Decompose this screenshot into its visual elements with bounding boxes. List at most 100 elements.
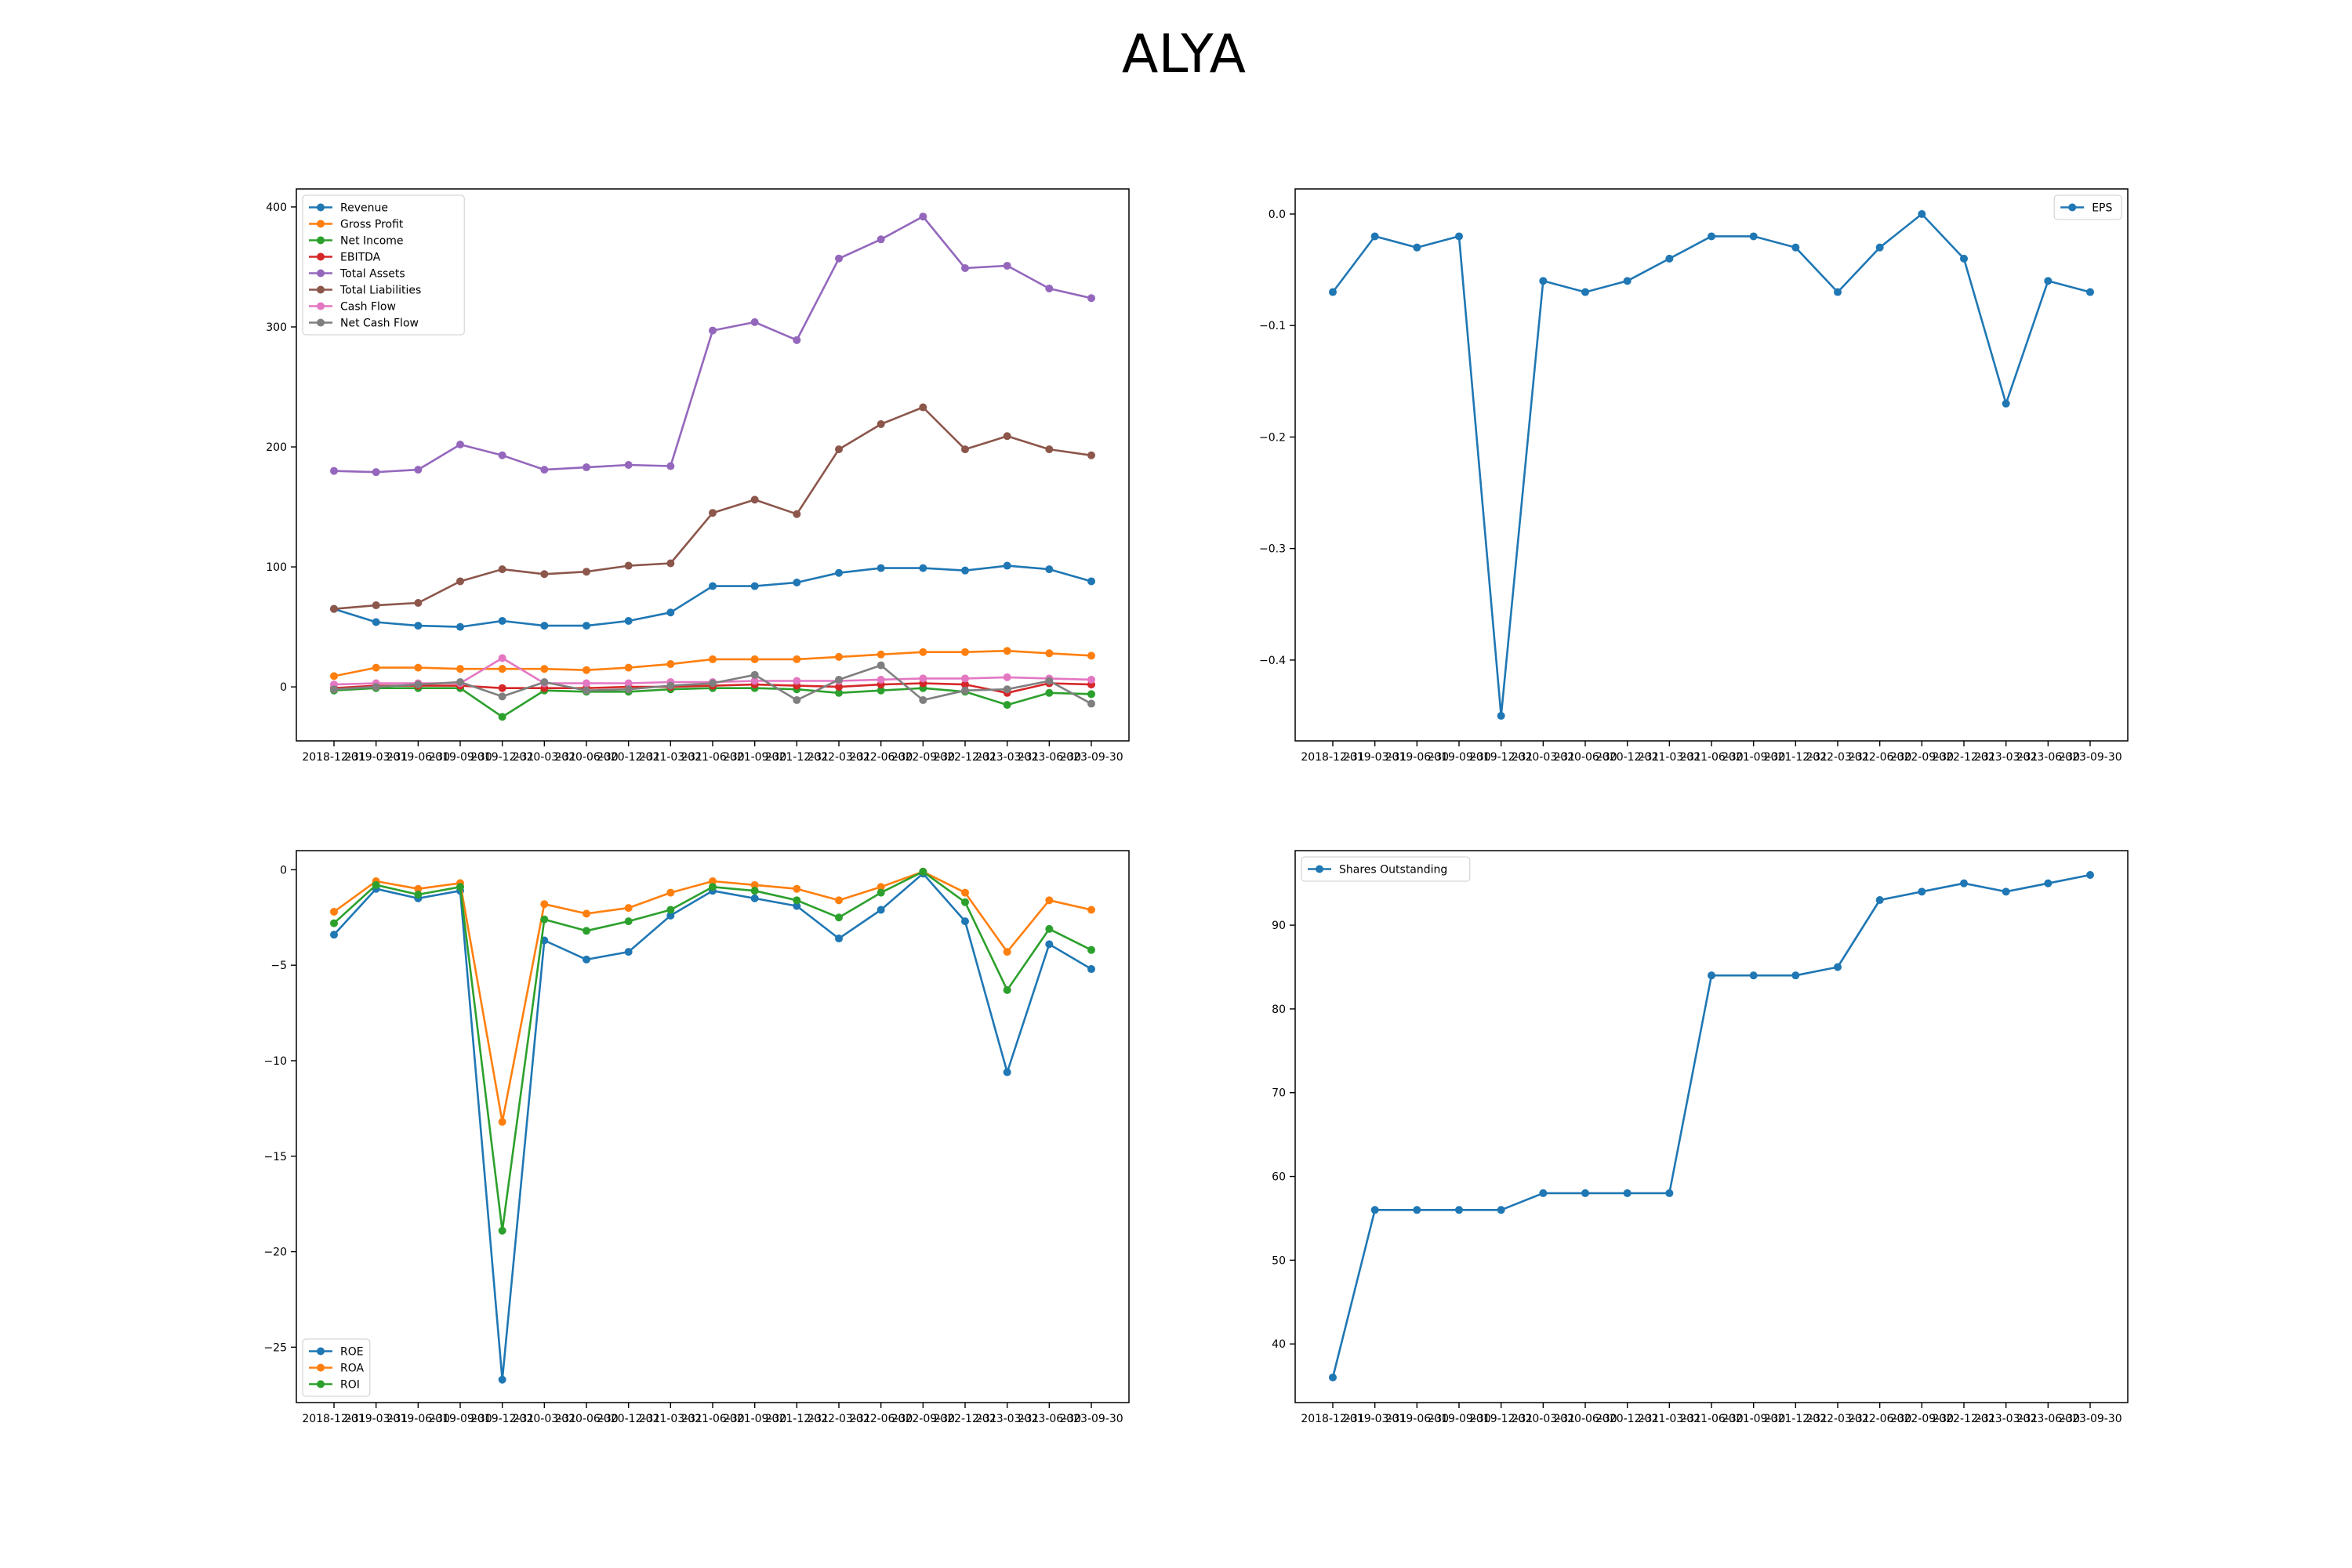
data-point [1329, 288, 1337, 296]
data-point [1087, 675, 1095, 684]
axes-frame [296, 850, 1130, 1403]
y-tick-label: 70 [1272, 1087, 1286, 1100]
data-point [961, 681, 969, 689]
data-point [414, 622, 423, 630]
legend-marker [317, 285, 325, 294]
data-point [1834, 288, 1842, 296]
x-tick-label: 2020-06-30 [554, 751, 618, 764]
data-point [372, 880, 380, 889]
data-point [498, 665, 506, 673]
data-point [1455, 1206, 1463, 1214]
data-point [330, 919, 338, 927]
y-tick-label: 80 [1272, 1004, 1286, 1016]
data-point [877, 661, 885, 670]
data-point [709, 883, 717, 891]
data-point [666, 608, 675, 617]
panel-shares: 40 50 60 70 80 90 2018-12-312019-03-312019-06-… [1272, 850, 2129, 1425]
legend-box [1301, 856, 1471, 882]
data-point [1087, 577, 1095, 586]
data-point [1455, 232, 1463, 241]
data-point [877, 675, 885, 684]
data-point [1045, 677, 1054, 685]
x-tick-label: 2022-12-31 [1932, 1413, 1995, 1425]
data-point [919, 695, 927, 704]
data-point [414, 599, 423, 607]
data-point [961, 445, 969, 454]
data-point [583, 666, 590, 674]
data-point [456, 440, 464, 448]
data-point [583, 622, 590, 630]
data-point [372, 601, 380, 610]
data-point [540, 466, 549, 474]
data-point [624, 904, 633, 913]
data-point [961, 648, 969, 656]
data-point [540, 900, 549, 909]
data-point [750, 655, 759, 663]
data-point [835, 935, 843, 943]
data-point [1045, 688, 1054, 697]
data-point [835, 896, 843, 905]
x-tick-label: 2022-06-30 [1848, 751, 1911, 764]
figure-title: ALYA [1122, 24, 1246, 85]
x-tick-label: 2020-12-31 [597, 1413, 660, 1425]
data-point [877, 888, 885, 897]
data-point [709, 582, 717, 590]
data-point [1003, 701, 1011, 710]
data-point [919, 648, 927, 656]
x-tick-label: 2023-03-31 [975, 751, 1039, 764]
x-tick-label: 2018-12-31 [1301, 751, 1364, 764]
x-tick-label: 2022-03-31 [807, 1413, 870, 1425]
data-point [835, 675, 843, 684]
x-tick-label: 2020-12-31 [1595, 751, 1659, 764]
series-gross-profit [330, 647, 1095, 681]
y-tick-label: 0.0 [1269, 209, 1286, 221]
data-point [498, 616, 506, 625]
legend-marker [317, 269, 325, 278]
data-point [750, 495, 759, 504]
data-point [372, 618, 380, 626]
data-point [1708, 232, 1715, 241]
legend-marker [317, 236, 325, 245]
y-tick-label: −25 [263, 1341, 287, 1354]
data-point [498, 713, 506, 721]
legend-label: Total Liabilities [339, 285, 421, 297]
data-point [540, 622, 549, 630]
data-point [414, 884, 423, 893]
data-point [624, 679, 633, 688]
data-point [793, 902, 801, 910]
x-tick-label: 2019-12-31 [470, 1413, 534, 1425]
x-tick-label: 2019-03-31 [344, 1413, 408, 1425]
x-tick-label: 2021-03-31 [1638, 751, 1701, 764]
data-point [583, 909, 590, 918]
data-point [961, 898, 969, 906]
x-tick-label: 2022-09-30 [891, 1413, 955, 1425]
data-point [540, 570, 549, 579]
x-tick-label: 2022-03-31 [807, 751, 870, 764]
data-point [2086, 288, 2094, 296]
x-tick-label: 2023-03-31 [1974, 751, 2038, 764]
x-tick-label: 2019-03-31 [1343, 751, 1406, 764]
data-point [2086, 870, 2094, 879]
x-tick-label: 2022-06-30 [849, 1413, 913, 1425]
data-point [1003, 261, 1011, 270]
data-point [1539, 1189, 1548, 1197]
data-point [372, 663, 380, 672]
data-point [624, 685, 633, 694]
data-point [709, 509, 717, 517]
data-point [456, 622, 464, 631]
x-tick-label: 2023-09-30 [1059, 1413, 1123, 1425]
x-tick-label: 2018-12-31 [302, 1413, 365, 1425]
series-total-assets [330, 212, 1095, 477]
data-point [793, 578, 801, 586]
series-line [333, 870, 1092, 1232]
data-point [372, 468, 380, 477]
data-point [498, 451, 506, 459]
y-tick-label: −0.3 [1259, 543, 1286, 556]
data-point [498, 1117, 506, 1126]
data-point [750, 880, 759, 889]
x-tick-label: 2021-09-30 [1722, 751, 1785, 764]
data-point [1003, 647, 1011, 655]
axes-frame [1294, 850, 2129, 1403]
data-point [666, 911, 675, 920]
data-point [624, 561, 633, 570]
